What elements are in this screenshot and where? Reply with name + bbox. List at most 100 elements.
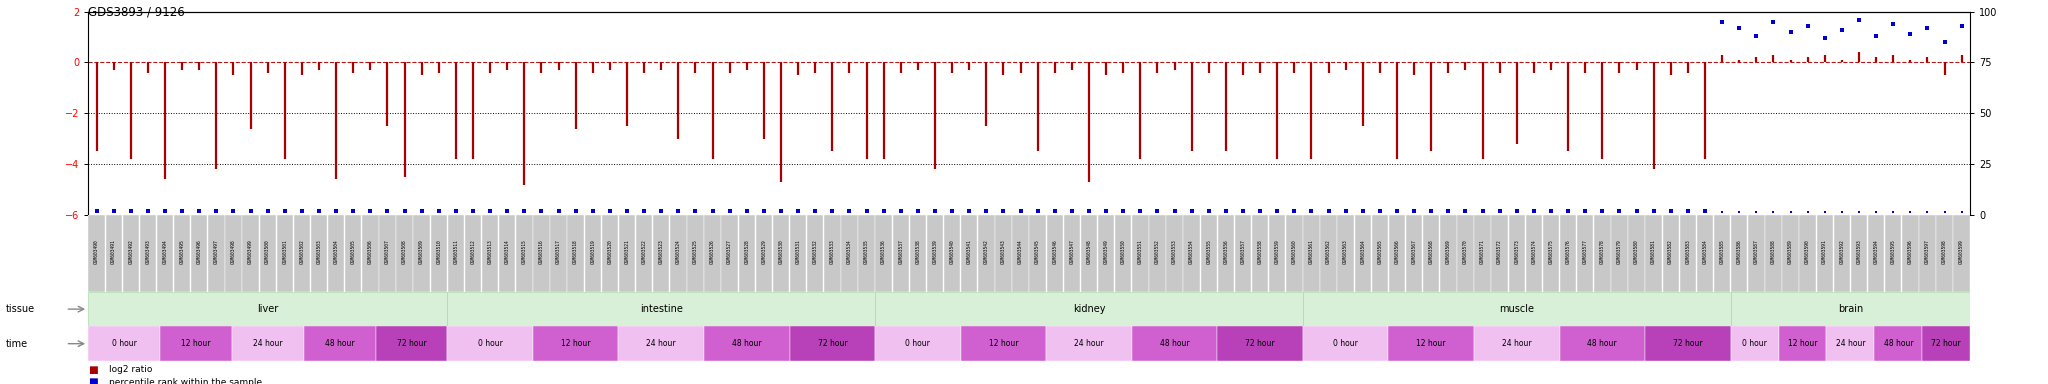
Text: GSM603502: GSM603502: [299, 240, 305, 264]
Text: GSM603529: GSM603529: [762, 240, 766, 264]
Point: [1501, 208, 1534, 214]
Text: GSM603569: GSM603569: [1446, 240, 1450, 264]
Bar: [1884, 215, 1901, 292]
Point: [1346, 208, 1378, 214]
Text: 0 hour: 0 hour: [477, 339, 502, 348]
Bar: [1303, 215, 1319, 292]
Bar: [430, 215, 446, 292]
Bar: [1714, 215, 1731, 292]
Text: GSM603578: GSM603578: [1599, 240, 1606, 264]
Text: GSM603512: GSM603512: [471, 240, 475, 264]
Text: GSM603509: GSM603509: [420, 240, 424, 264]
Point: [1090, 208, 1122, 214]
Text: GSM603587: GSM603587: [1753, 240, 1759, 264]
Point: [473, 208, 506, 214]
Text: GSM603565: GSM603565: [1378, 240, 1382, 264]
Point: [1364, 208, 1397, 214]
Text: 72 hour: 72 hour: [1673, 339, 1702, 348]
Point: [1210, 208, 1243, 214]
Text: GSM603495: GSM603495: [180, 240, 184, 264]
Text: 12 hour: 12 hour: [1417, 339, 1446, 348]
Bar: [1389, 326, 1475, 361]
Point: [1227, 208, 1260, 214]
Point: [1757, 18, 1790, 25]
Text: GSM603579: GSM603579: [1618, 240, 1622, 264]
Point: [1159, 208, 1192, 214]
Text: 72 hour: 72 hour: [397, 339, 426, 348]
Point: [1843, 17, 1876, 23]
Bar: [807, 215, 823, 292]
Bar: [1133, 326, 1217, 361]
Bar: [379, 215, 395, 292]
Point: [1278, 208, 1311, 214]
Text: ■: ■: [88, 365, 98, 375]
Bar: [1919, 215, 1935, 292]
Text: GSM603511: GSM603511: [453, 240, 459, 264]
Text: GSM603561: GSM603561: [1309, 240, 1315, 264]
Bar: [874, 215, 891, 292]
Text: 48 hour: 48 hour: [1159, 339, 1190, 348]
Text: GSM603599: GSM603599: [1960, 240, 1964, 264]
Point: [575, 208, 608, 214]
Point: [422, 208, 455, 214]
Bar: [1542, 215, 1559, 292]
Text: GSM603539: GSM603539: [932, 240, 938, 264]
Text: GSM603514: GSM603514: [504, 240, 510, 264]
Point: [815, 208, 848, 214]
Bar: [1270, 215, 1286, 292]
Bar: [1593, 215, 1610, 292]
Bar: [414, 215, 430, 292]
Text: GSM603541: GSM603541: [967, 240, 971, 264]
Bar: [1827, 326, 1874, 361]
Bar: [225, 215, 242, 292]
Point: [834, 208, 866, 214]
Point: [1722, 25, 1755, 31]
Bar: [1184, 215, 1200, 292]
Text: GSM603500: GSM603500: [266, 240, 270, 264]
Text: GSM603588: GSM603588: [1772, 240, 1776, 264]
Point: [406, 208, 438, 214]
Text: GSM603553: GSM603553: [1171, 240, 1178, 264]
Text: GSM603521: GSM603521: [625, 240, 629, 264]
Text: 0 hour: 0 hour: [905, 339, 930, 348]
Bar: [446, 292, 874, 326]
Text: GSM603538: GSM603538: [915, 240, 920, 264]
Text: intestine: intestine: [639, 304, 682, 314]
Bar: [721, 215, 737, 292]
Bar: [1098, 215, 1114, 292]
Bar: [1286, 215, 1303, 292]
Point: [1262, 208, 1294, 214]
Point: [1876, 21, 1909, 27]
Text: 12 hour: 12 hour: [561, 339, 590, 348]
Text: 72 hour: 72 hour: [1931, 339, 1962, 348]
Bar: [1731, 326, 1778, 361]
Point: [696, 208, 729, 214]
Text: GSM603508: GSM603508: [401, 240, 408, 264]
Point: [1124, 208, 1157, 214]
Text: GSM603513: GSM603513: [487, 240, 494, 264]
Text: kidney: kidney: [1073, 304, 1106, 314]
Point: [1894, 31, 1927, 37]
Text: GSM603520: GSM603520: [608, 240, 612, 264]
Bar: [979, 215, 995, 292]
Text: 48 hour: 48 hour: [1884, 339, 1913, 348]
Point: [1243, 208, 1276, 214]
Bar: [311, 215, 328, 292]
Bar: [88, 326, 160, 361]
Text: GSM603577: GSM603577: [1583, 240, 1587, 264]
Text: GSM603574: GSM603574: [1532, 240, 1536, 264]
Text: GSM603545: GSM603545: [1034, 240, 1040, 264]
Text: GSM603593: GSM603593: [1855, 240, 1862, 264]
Bar: [1389, 215, 1405, 292]
Text: GSM603556: GSM603556: [1223, 240, 1229, 264]
Point: [80, 208, 113, 214]
Text: GSM603517: GSM603517: [557, 240, 561, 264]
Text: GSM603580: GSM603580: [1634, 240, 1638, 264]
Bar: [1731, 292, 1970, 326]
Point: [971, 208, 1004, 214]
Point: [354, 208, 387, 214]
Point: [233, 208, 266, 214]
Text: GSM603572: GSM603572: [1497, 240, 1501, 264]
Bar: [567, 215, 584, 292]
Bar: [1663, 215, 1679, 292]
